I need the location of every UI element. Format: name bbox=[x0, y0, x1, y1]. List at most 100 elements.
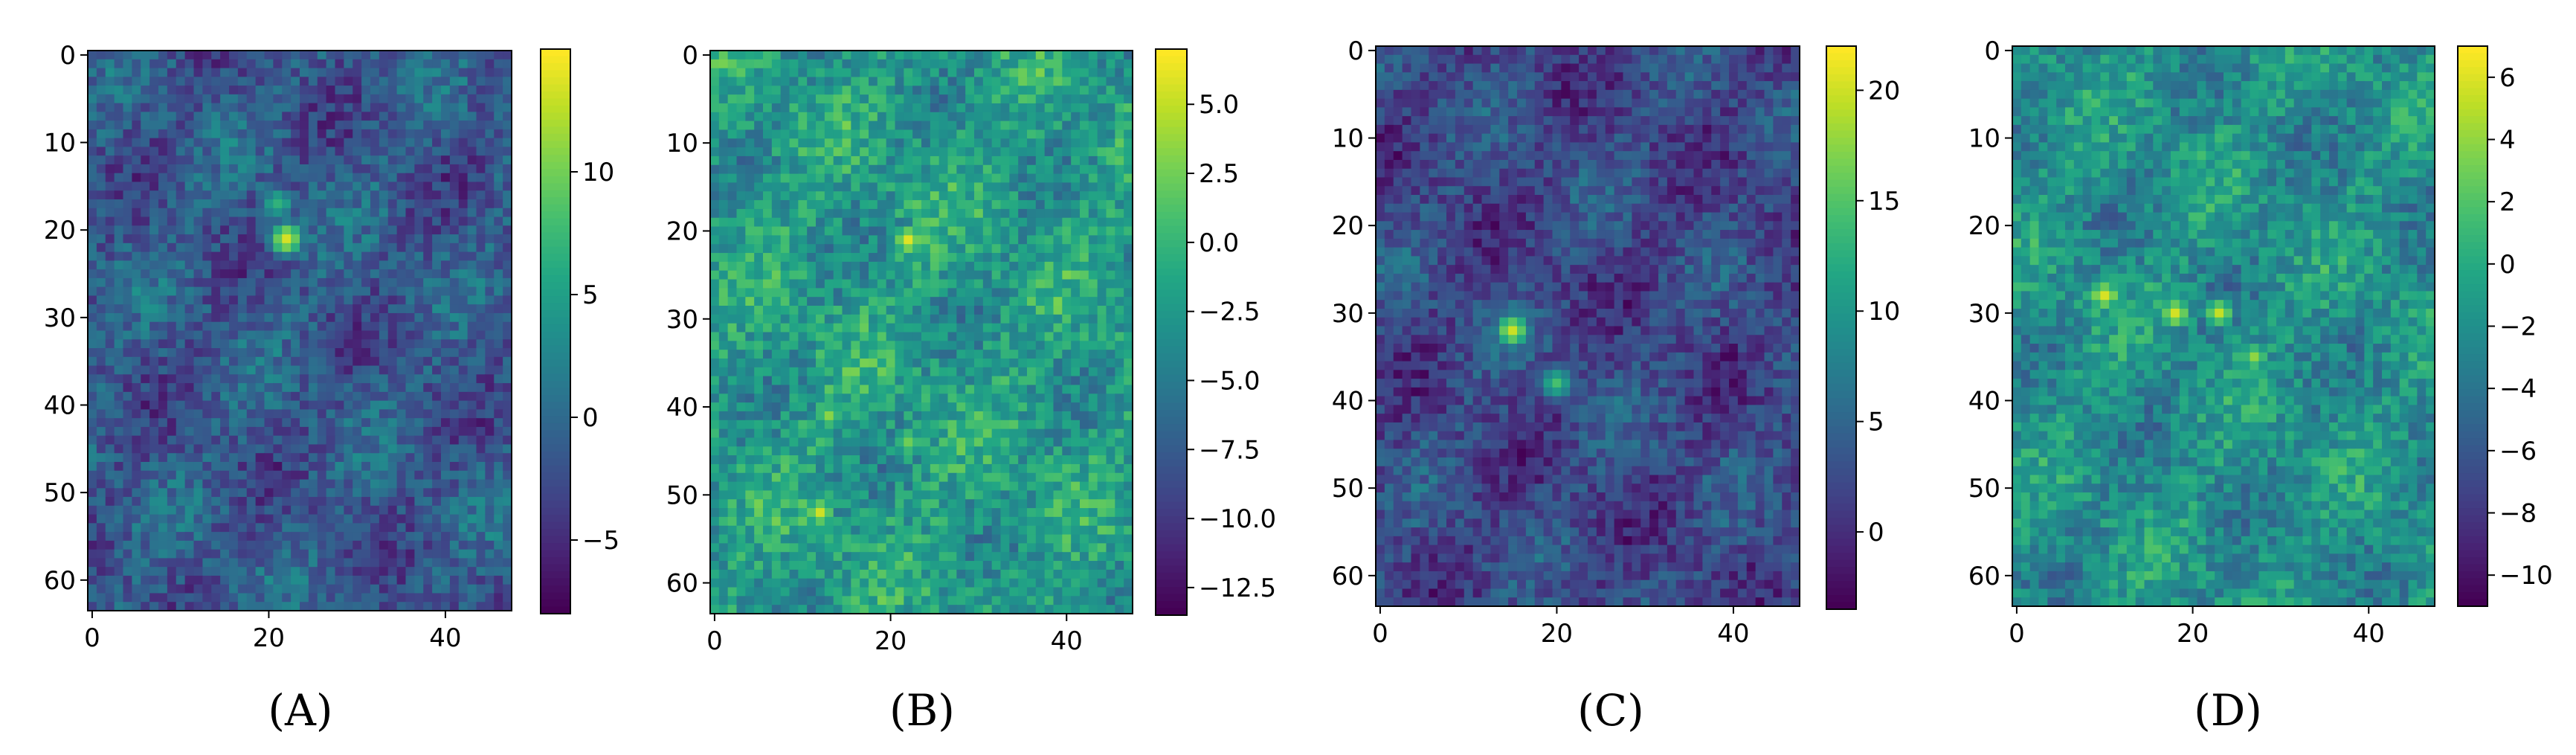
heatmap-cell bbox=[264, 488, 274, 498]
heatmap-cell bbox=[877, 147, 887, 157]
heatmap-cell bbox=[780, 253, 790, 263]
heatmap-cell bbox=[202, 225, 212, 235]
heatmap-cell bbox=[211, 426, 221, 437]
heatmap-cell bbox=[149, 584, 159, 594]
heatmap-cell bbox=[1071, 208, 1081, 219]
heatmap-cell bbox=[449, 286, 460, 297]
heatmap-cell bbox=[877, 306, 887, 315]
heatmap-cell bbox=[132, 321, 141, 332]
heatmap-cell bbox=[184, 68, 195, 77]
heatmap-cell bbox=[763, 86, 773, 95]
heatmap-cell bbox=[114, 234, 124, 244]
heatmap-cell bbox=[494, 584, 503, 594]
heatmap-cell bbox=[458, 444, 468, 454]
heatmap-cell bbox=[895, 164, 904, 175]
heatmap-cell bbox=[184, 225, 195, 235]
heatmap-cell bbox=[1035, 341, 1046, 350]
heatmap-cell bbox=[1106, 138, 1115, 148]
heatmap-cell bbox=[982, 129, 993, 139]
heatmap-cell bbox=[789, 261, 799, 272]
heatmap-cell bbox=[132, 181, 141, 191]
heatmap-cell bbox=[1088, 147, 1098, 157]
heatmap-cell bbox=[807, 350, 817, 359]
heatmap-cell bbox=[352, 479, 362, 489]
heatmap-cell bbox=[965, 314, 975, 324]
heatmap-cell bbox=[860, 350, 869, 359]
heatmap-cell bbox=[335, 602, 344, 611]
heatmap-cell bbox=[807, 288, 817, 298]
heatmap-cell bbox=[405, 138, 415, 148]
heatmap-cell bbox=[432, 181, 442, 191]
heatmap-cell bbox=[789, 182, 799, 192]
heatmap-cell bbox=[387, 129, 398, 139]
heatmap-cell bbox=[105, 409, 115, 419]
heatmap-cell bbox=[476, 94, 486, 104]
heatmap-cell bbox=[193, 286, 203, 297]
heatmap-cell bbox=[745, 261, 755, 272]
heatmap-cell bbox=[405, 558, 415, 568]
heatmap-cell bbox=[780, 270, 790, 280]
heatmap-cell bbox=[1000, 244, 1010, 254]
heatmap-cell bbox=[96, 225, 106, 235]
heatmap-cell bbox=[956, 112, 966, 122]
heatmap-cell bbox=[255, 470, 265, 481]
heatmap-cell bbox=[344, 251, 353, 261]
heatmap-cell bbox=[912, 86, 922, 95]
heatmap-cell bbox=[763, 217, 773, 228]
heatmap-cell bbox=[904, 173, 913, 184]
heatmap-cell bbox=[974, 323, 984, 333]
heatmap-cell bbox=[736, 376, 746, 386]
heatmap-cell bbox=[246, 312, 257, 323]
heatmap-cell bbox=[432, 383, 442, 393]
heatmap-cell bbox=[895, 297, 904, 306]
heatmap-cell bbox=[771, 86, 782, 95]
heatmap-cell bbox=[842, 68, 851, 78]
heatmap-cell bbox=[114, 277, 124, 288]
heatmap-cell bbox=[503, 260, 512, 270]
heatmap-cell bbox=[229, 365, 239, 375]
heatmap-cell bbox=[246, 505, 257, 515]
heatmap-cell bbox=[379, 121, 389, 130]
heatmap-cell bbox=[396, 295, 407, 305]
heatmap-cell bbox=[745, 323, 755, 333]
heatmap-cell bbox=[754, 208, 764, 219]
heatmap-cell bbox=[851, 86, 860, 95]
heatmap-cell bbox=[317, 103, 327, 112]
heatmap-cell bbox=[904, 279, 913, 289]
heatmap-cell bbox=[184, 488, 195, 498]
heatmap-cell bbox=[485, 138, 495, 148]
heatmap-cell bbox=[736, 68, 746, 78]
heatmap-cell bbox=[405, 383, 415, 393]
heatmap-cell bbox=[237, 514, 248, 524]
heatmap-cell bbox=[352, 575, 362, 585]
heatmap-cell bbox=[317, 295, 327, 305]
heatmap-cell bbox=[229, 321, 239, 332]
heatmap-cell bbox=[370, 505, 380, 515]
heatmap-cell bbox=[308, 356, 318, 367]
heatmap-cell bbox=[344, 575, 353, 585]
heatmap-cell bbox=[982, 253, 993, 263]
heatmap-cell bbox=[396, 575, 407, 585]
heatmap-cell bbox=[947, 332, 957, 341]
heatmap-cell bbox=[1053, 191, 1063, 201]
heatmap-cell bbox=[396, 593, 407, 603]
heatmap-cell bbox=[379, 356, 389, 367]
heatmap-cell bbox=[291, 575, 300, 585]
heatmap-cell bbox=[264, 602, 274, 611]
heatmap-cell bbox=[291, 426, 300, 437]
heatmap-cell bbox=[807, 261, 817, 272]
colorbar-segment bbox=[541, 592, 570, 600]
heatmap-cell bbox=[441, 173, 451, 183]
heatmap-cell bbox=[991, 147, 1002, 157]
heatmap-cell bbox=[956, 253, 966, 263]
heatmap-cell bbox=[158, 426, 168, 437]
heatmap-cell bbox=[1053, 147, 1063, 157]
heatmap-cell bbox=[938, 138, 949, 148]
heatmap-cell bbox=[229, 339, 239, 349]
heatmap-cell bbox=[763, 164, 773, 175]
heatmap-cell bbox=[282, 286, 292, 297]
heatmap-cell bbox=[789, 323, 799, 333]
heatmap-cell bbox=[930, 68, 940, 78]
heatmap-cell bbox=[96, 339, 106, 349]
heatmap-cell bbox=[344, 391, 353, 402]
